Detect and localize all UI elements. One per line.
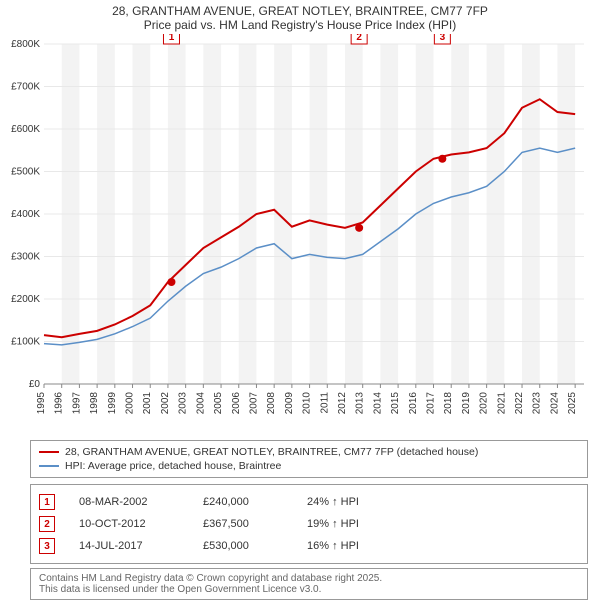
- marker-date: 08-MAR-2002: [79, 496, 179, 508]
- svg-text:2018: 2018: [443, 392, 454, 415]
- svg-text:2015: 2015: [390, 392, 401, 415]
- svg-text:2021: 2021: [496, 392, 507, 415]
- svg-text:2006: 2006: [231, 392, 242, 415]
- svg-text:1996: 1996: [54, 392, 65, 415]
- legend: 28, GRANTHAM AVENUE, GREAT NOTLEY, BRAIN…: [30, 440, 588, 478]
- svg-text:£500K: £500K: [11, 167, 40, 178]
- title-line-2: Price paid vs. HM Land Registry's House …: [0, 18, 600, 32]
- line-chart: £0 £100K £200K £300K £400K £500K £600K £700K £80…: [0, 34, 600, 434]
- footer-attribution: Contains HM Land Registry data © Crown c…: [30, 568, 588, 600]
- legend-label: 28, GRANTHAM AVENUE, GREAT NOTLEY, BRAIN…: [65, 446, 478, 458]
- svg-text:2013: 2013: [355, 392, 366, 415]
- svg-text:2023: 2023: [532, 392, 543, 415]
- marker-point-3: [438, 155, 446, 163]
- marker-price: £240,000: [203, 496, 283, 508]
- footer-line-1: Contains HM Land Registry data © Crown c…: [39, 573, 579, 584]
- svg-text:1997: 1997: [71, 392, 82, 415]
- svg-text:£600K: £600K: [11, 124, 40, 135]
- legend-swatch: [39, 451, 59, 453]
- svg-text:2005: 2005: [213, 392, 224, 415]
- svg-text:1: 1: [169, 34, 175, 43]
- svg-text:2007: 2007: [248, 392, 259, 415]
- svg-text:2003: 2003: [178, 392, 189, 415]
- title-line-1: 28, GRANTHAM AVENUE, GREAT NOTLEY, BRAIN…: [0, 4, 600, 18]
- svg-text:£300K: £300K: [11, 252, 40, 263]
- svg-text:2024: 2024: [549, 392, 560, 415]
- chart-title: 28, GRANTHAM AVENUE, GREAT NOTLEY, BRAIN…: [0, 0, 600, 34]
- legend-item: HPI: Average price, detached house, Brai…: [39, 459, 579, 473]
- legend-item: 28, GRANTHAM AVENUE, GREAT NOTLEY, BRAIN…: [39, 445, 579, 459]
- svg-text:2017: 2017: [426, 392, 437, 415]
- svg-text:1999: 1999: [107, 392, 118, 415]
- svg-text:2009: 2009: [284, 392, 295, 415]
- marker-badge: 2: [39, 516, 55, 532]
- marker-delta: 19% ↑ HPI: [307, 518, 359, 530]
- svg-text:£100K: £100K: [11, 337, 40, 348]
- svg-text:2008: 2008: [266, 392, 277, 415]
- svg-text:2019: 2019: [461, 392, 472, 415]
- svg-text:1995: 1995: [36, 392, 47, 415]
- marker-table-row: 3 14-JUL-2017 £530,000 16% ↑ HPI: [39, 535, 579, 557]
- svg-text:1998: 1998: [89, 392, 100, 415]
- svg-text:£400K: £400K: [11, 209, 40, 220]
- svg-text:2: 2: [356, 34, 362, 43]
- marker-point-1: [167, 278, 175, 286]
- marker-point-2: [355, 224, 363, 232]
- svg-text:£0: £0: [29, 379, 41, 390]
- svg-text:2014: 2014: [372, 392, 383, 415]
- svg-text:2002: 2002: [160, 392, 171, 415]
- marker-delta: 24% ↑ HPI: [307, 496, 359, 508]
- svg-text:2025: 2025: [567, 392, 578, 415]
- svg-text:2012: 2012: [337, 392, 348, 415]
- svg-text:2001: 2001: [142, 392, 153, 415]
- svg-text:£200K: £200K: [11, 294, 40, 305]
- svg-text:2016: 2016: [408, 392, 419, 415]
- svg-text:2000: 2000: [125, 392, 136, 415]
- chart-area: £0 £100K £200K £300K £400K £500K £600K £700K £80…: [0, 34, 600, 434]
- marker-price: £530,000: [203, 540, 283, 552]
- marker-delta: 16% ↑ HPI: [307, 540, 359, 552]
- legend-label: HPI: Average price, detached house, Brai…: [65, 460, 281, 472]
- marker-price: £367,500: [203, 518, 283, 530]
- svg-text:3: 3: [440, 34, 446, 43]
- svg-text:2004: 2004: [195, 392, 206, 415]
- svg-text:2010: 2010: [302, 392, 313, 415]
- svg-text:2011: 2011: [319, 392, 330, 414]
- marker-table-row: 1 08-MAR-2002 £240,000 24% ↑ HPI: [39, 491, 579, 513]
- marker-date: 14-JUL-2017: [79, 540, 179, 552]
- svg-text:£700K: £700K: [11, 82, 40, 93]
- legend-swatch: [39, 465, 59, 467]
- svg-text:2022: 2022: [514, 392, 525, 415]
- svg-text:£800K: £800K: [11, 39, 40, 50]
- marker-date: 10-OCT-2012: [79, 518, 179, 530]
- marker-badge: 3: [39, 538, 55, 554]
- marker-table: 1 08-MAR-2002 £240,000 24% ↑ HPI 2 10-OCT-201…: [30, 484, 588, 564]
- svg-text:2020: 2020: [479, 392, 490, 415]
- marker-table-row: 2 10-OCT-2012 £367,500 19% ↑ HPI: [39, 513, 579, 535]
- marker-badge: 1: [39, 494, 55, 510]
